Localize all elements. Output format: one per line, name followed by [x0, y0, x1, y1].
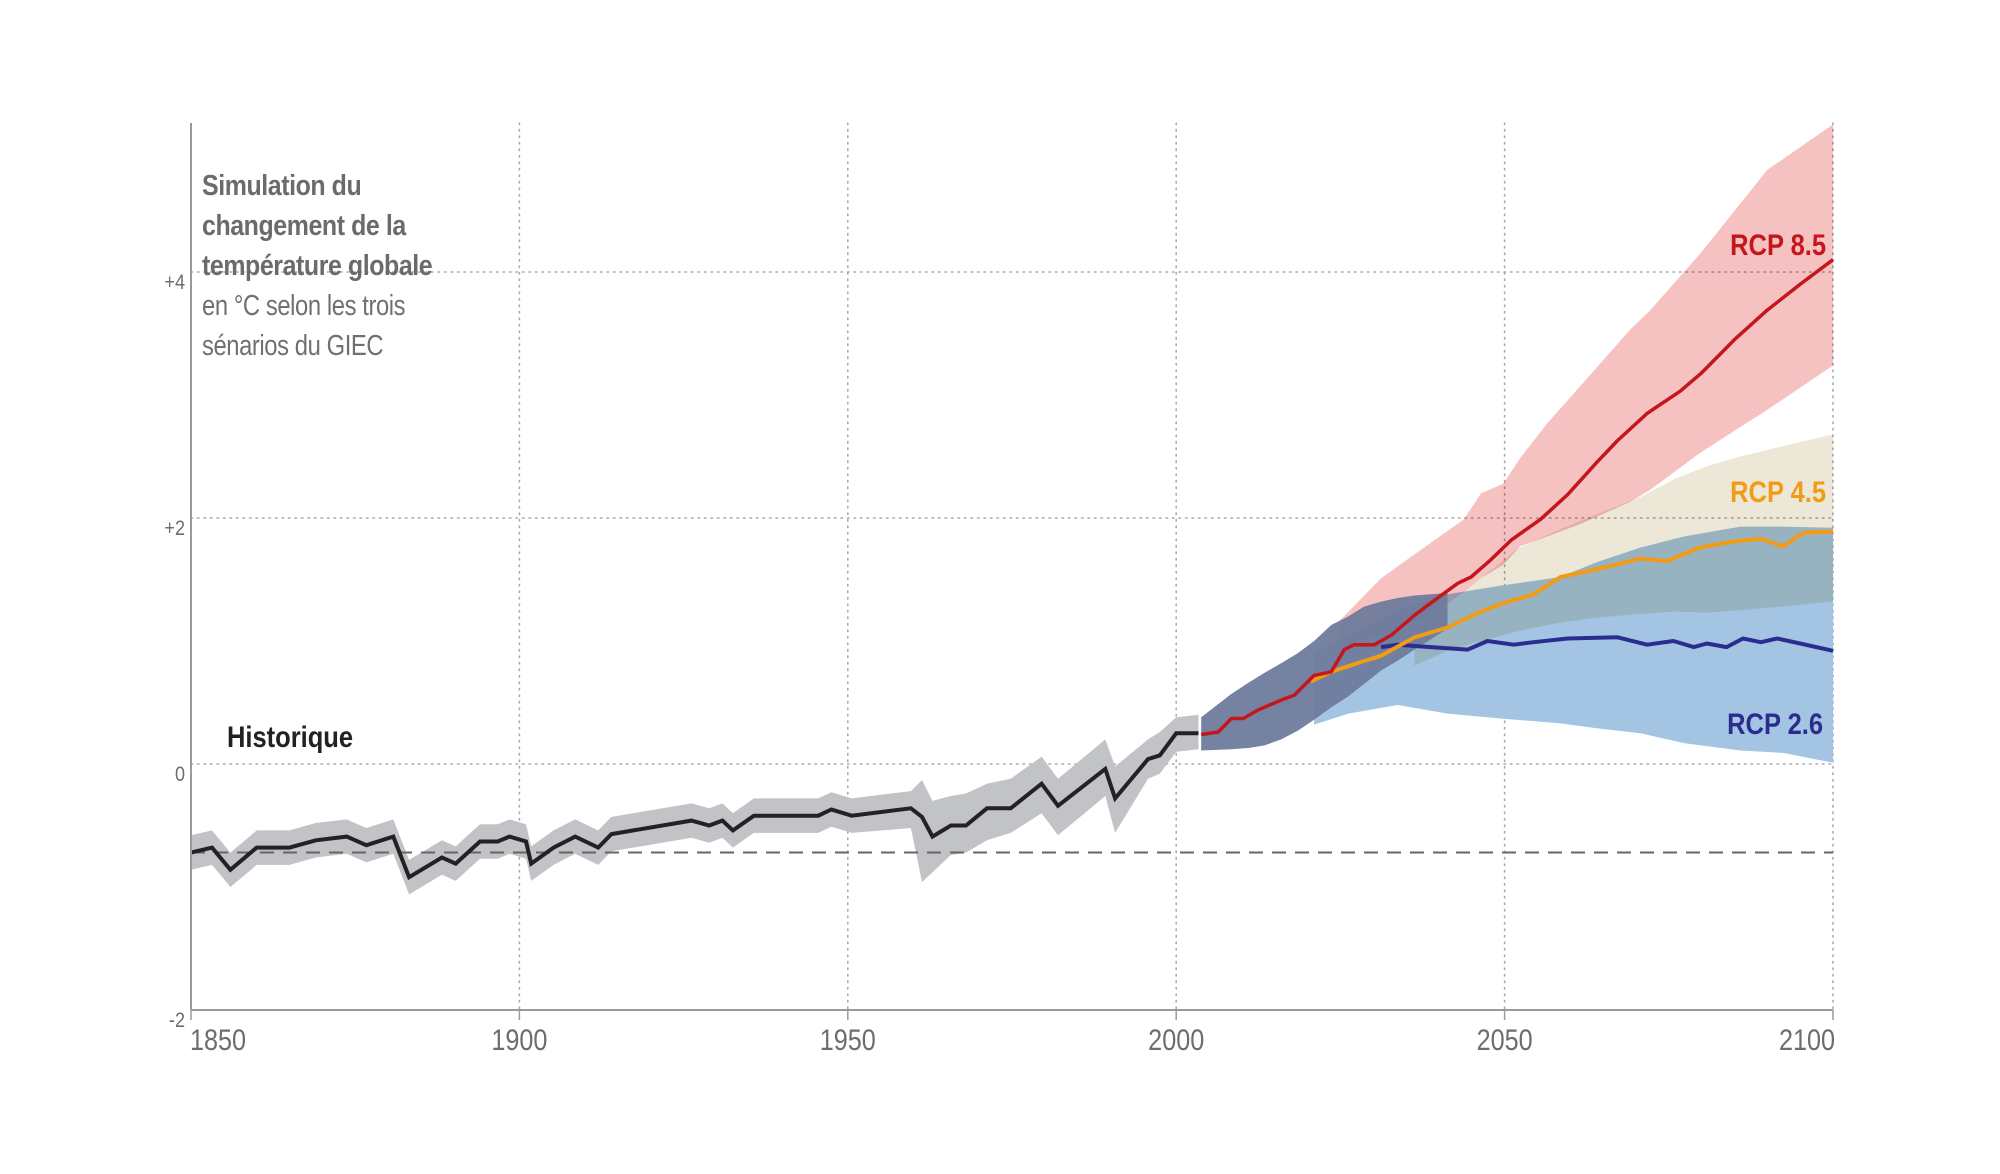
rcp45-line	[1309, 529, 1834, 684]
chart-title-line: température globale	[202, 250, 433, 282]
rcp85-band	[1337, 124, 1833, 648]
rcp85-line	[1200, 258, 1835, 737]
axes	[190, 123, 1834, 1020]
rcp26-label: RCP 2.6	[1727, 707, 1823, 740]
rcp45-label: RCP 4.5	[1730, 475, 1826, 508]
x-tick-label: 1850	[190, 1023, 246, 1057]
x-tick-label: 1950	[820, 1023, 876, 1057]
y-tick-label: 0	[175, 763, 185, 787]
tick-labels: 1850 1900 1950 2000 2050 2100 -2 0 +2 +4	[164, 271, 1835, 1057]
series-lines	[190, 258, 1835, 881]
chart-title-block: Simulation du changement de la températu…	[202, 166, 470, 366]
x-tick-label: 2100	[1779, 1023, 1835, 1057]
x-tick-label: 2000	[1148, 1023, 1204, 1057]
y-tick-label: -2	[169, 1009, 185, 1033]
chart-subtitle-line: en °C selon les trois	[202, 290, 406, 322]
y-tick-label: +4	[164, 271, 185, 295]
chart-subtitle-line: sénarios du GIEC	[202, 330, 384, 362]
rcp45-band	[1414, 434, 1833, 666]
historique-label: Historique	[227, 720, 353, 753]
chart-title-line: Simulation du	[202, 170, 362, 202]
x-tick-label: 1900	[491, 1023, 547, 1057]
series-labels: Historique RCP 8.5 RCP 4.5 RCP 2.6	[227, 228, 1826, 753]
chart-title-line: changement de la	[202, 210, 406, 242]
y-tick-label: +2	[164, 517, 185, 541]
rcp26-line	[1380, 635, 1834, 653]
uncertainty-bands	[191, 124, 1833, 895]
historique-band	[191, 714, 1199, 895]
x-tick-label: 2050	[1477, 1023, 1533, 1057]
rcp85-label: RCP 8.5	[1730, 228, 1826, 261]
historique-line	[190, 731, 1199, 881]
